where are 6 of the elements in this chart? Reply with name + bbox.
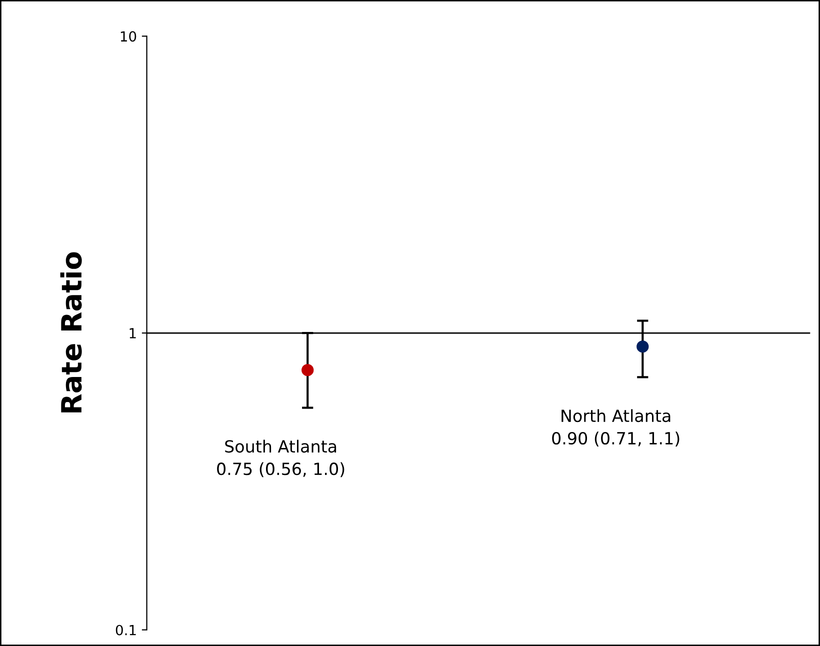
y-tick-label: 1 bbox=[130, 328, 136, 338]
y-axis-title: Rate Ratio bbox=[60, 252, 82, 412]
annotation: South Atlanta 0.75 (0.56, 1.0) bbox=[217, 440, 344, 478]
y-tick-label: 10 bbox=[120, 31, 136, 42]
annotation: North Atlanta 0.90 (0.71, 1.1) bbox=[552, 409, 680, 447]
y-tick-label: 0.1 bbox=[116, 624, 136, 636]
